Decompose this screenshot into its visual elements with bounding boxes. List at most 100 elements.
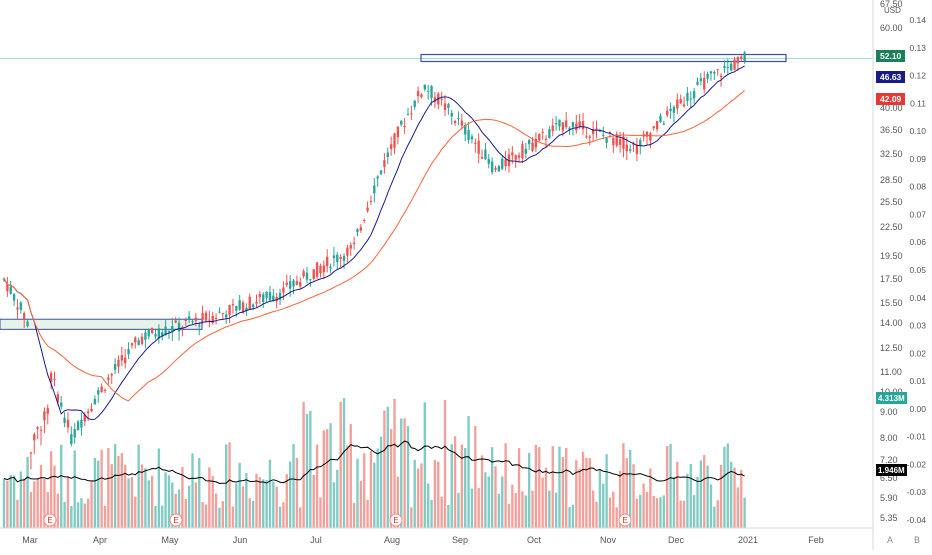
volume-bar — [356, 458, 359, 528]
price-axis[interactable]: 67.50 60.00 40.00 36.50 32.50 28.50 25.50 22.50… — [876, 0, 907, 523]
candle-body — [225, 314, 228, 318]
candle-body — [534, 138, 538, 148]
time-tick-label: Jul — [310, 535, 322, 545]
footer-icon-a[interactable]: A — [887, 535, 893, 545]
footer-icon-b[interactable]: B — [914, 535, 920, 545]
volume-bar — [416, 468, 420, 528]
candle-body — [130, 343, 134, 346]
candle-body — [137, 340, 140, 346]
candle-body — [66, 419, 70, 428]
time-tick-label: Dec — [668, 535, 685, 545]
earnings-marker[interactable] — [43, 513, 57, 527]
volume-bar — [134, 496, 137, 528]
candle-body — [352, 242, 356, 245]
volume-bar — [514, 493, 517, 528]
volume-bar — [453, 436, 457, 528]
price-tick-label: 32.50 — [880, 149, 903, 159]
volume-bar — [218, 507, 221, 528]
secondary-tick-label: 0.05 — [909, 265, 926, 275]
candle-body — [204, 312, 208, 321]
volume-bar — [726, 443, 729, 528]
earnings-marker[interactable] — [169, 513, 183, 527]
time-tick-label: May — [161, 535, 179, 545]
volume-bar — [60, 444, 63, 528]
candle-body — [211, 315, 214, 324]
volume-bar — [719, 464, 723, 528]
candle-body — [97, 390, 100, 395]
volume-bar — [615, 507, 618, 528]
volume-bar — [235, 483, 238, 528]
volume-bar — [662, 495, 666, 528]
candle-body — [615, 134, 618, 146]
price-badge-label: 42.09 — [880, 94, 902, 104]
earnings-marker[interactable] — [389, 513, 403, 527]
volume-bar — [554, 492, 558, 528]
candle-body — [527, 139, 531, 145]
volume-bar — [672, 476, 676, 528]
candle-body — [585, 136, 588, 138]
candle-body — [33, 434, 36, 441]
volume-bar — [6, 480, 9, 528]
candle-body — [726, 66, 729, 68]
candle-body — [703, 77, 706, 90]
secondary-tick-label: 0.01 — [909, 376, 926, 386]
volume-bar — [692, 495, 696, 528]
volume-bar — [33, 481, 36, 528]
moving-average-lines — [3, 65, 745, 485]
secondary-axis[interactable]: 0.14 0.13 0.12 0.11 0.10 0.09 0.08 0.07 0.06 0.05… — [907, 15, 927, 525]
volume-bar — [729, 461, 733, 528]
volume-bar — [329, 423, 332, 528]
volume-bar — [339, 401, 342, 528]
candle-body — [504, 159, 507, 167]
candle-body — [692, 91, 696, 99]
volume-bar — [120, 453, 124, 528]
secondary-tick-label: 0.03 — [909, 321, 926, 331]
volume-bar — [548, 490, 551, 528]
candle-body — [29, 452, 33, 454]
volume-bar — [113, 444, 117, 528]
volume-bar — [150, 475, 154, 528]
earnings-marker[interactable] — [618, 513, 632, 527]
price-tick-label: 7.20 — [880, 455, 898, 465]
volume-bar — [494, 466, 497, 528]
candle-body — [396, 126, 400, 138]
volume-bar — [383, 410, 386, 528]
candle-body — [23, 313, 26, 319]
candle-body — [339, 256, 342, 259]
volume-bar — [258, 477, 262, 528]
volume-bar — [497, 493, 501, 528]
candle-body — [450, 112, 453, 117]
volume-bar — [83, 503, 86, 528]
volume-bar — [467, 415, 470, 528]
volume-bar — [245, 472, 248, 528]
volume-bar — [581, 451, 585, 528]
candle-body — [588, 136, 591, 138]
secondary-tick-label: -0.03 — [907, 487, 927, 497]
volume-bar — [225, 444, 228, 528]
volume-bar — [211, 475, 214, 528]
volume-bar — [332, 482, 336, 528]
price-tick-label: 11.00 — [880, 367, 902, 377]
secondary-tick-label: -0.02 — [907, 459, 927, 469]
candle-body — [467, 129, 470, 140]
volume-bar — [255, 473, 258, 528]
candle-body — [288, 281, 292, 289]
candle-body — [440, 98, 443, 100]
candle-body — [639, 139, 642, 146]
candle-body — [376, 176, 379, 179]
candle-body — [511, 152, 514, 156]
candle-body — [575, 123, 578, 131]
candle-body — [406, 113, 410, 115]
candle-body — [235, 306, 238, 311]
candle-body — [733, 59, 736, 70]
secondary-tick-label: 0.13 — [909, 43, 926, 53]
volume-bar — [157, 448, 161, 528]
candle-body — [39, 429, 43, 431]
volume-bar — [369, 450, 373, 528]
candle-body — [221, 312, 225, 314]
candle-body — [36, 427, 39, 429]
time-axis[interactable]: Mar Apr May Jun Jul Aug Sep Oct Nov Dec 2021 Feb — [22, 535, 824, 545]
volume-bar — [272, 481, 275, 528]
